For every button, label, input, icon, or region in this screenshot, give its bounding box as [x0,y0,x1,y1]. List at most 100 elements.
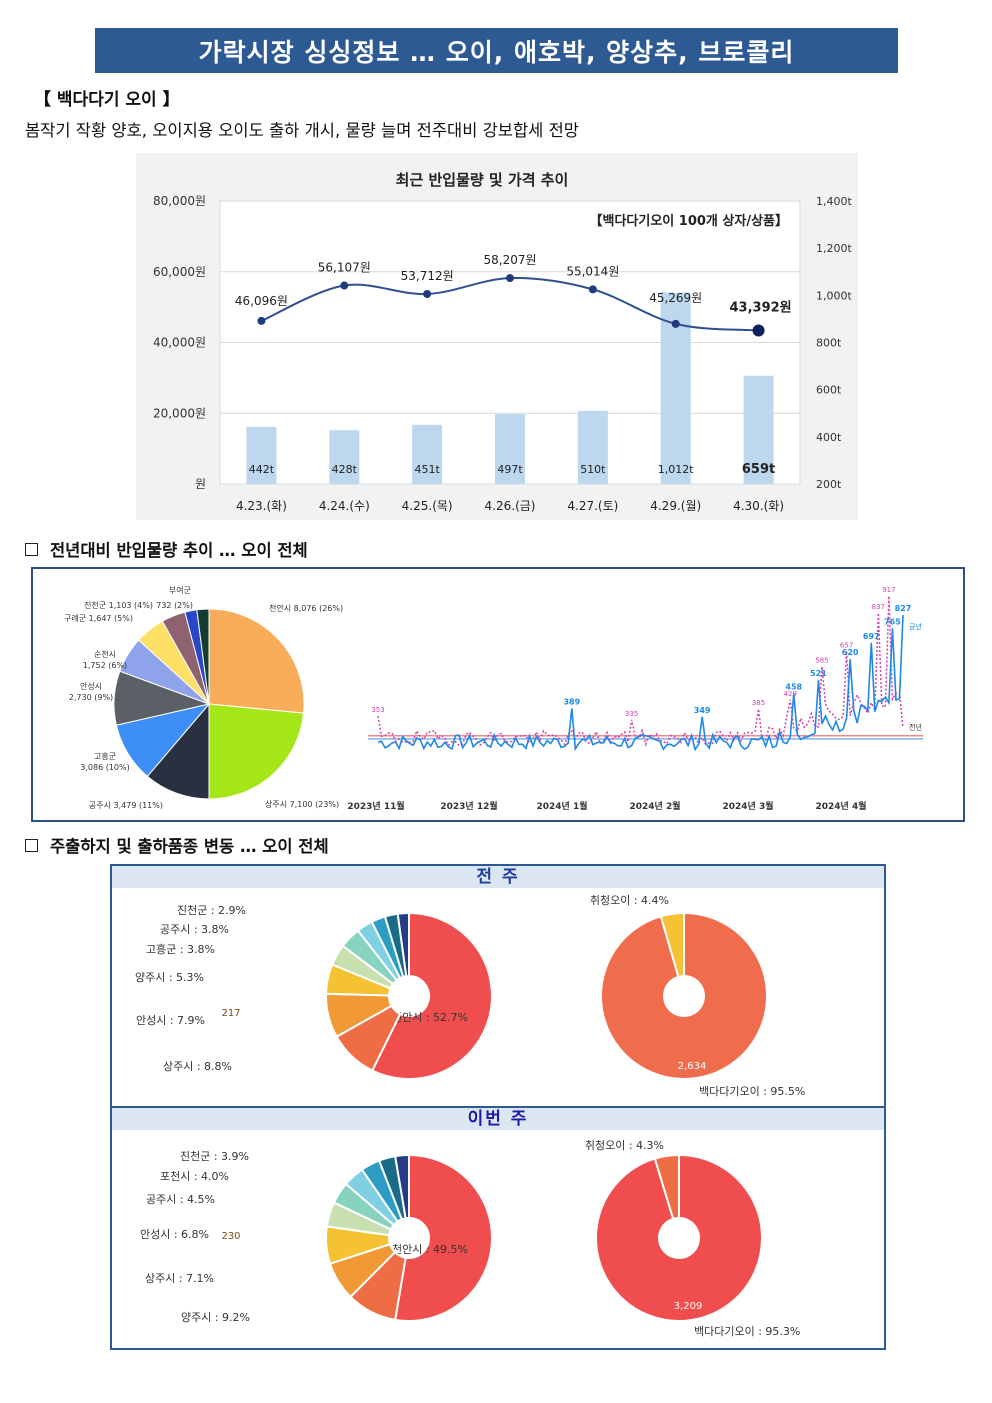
volume-label: 428t [332,463,358,476]
donut-value: 2,634 [678,1061,707,1072]
volume-bar [743,375,774,484]
trend-peak-label: 458 [785,683,802,692]
trend-peak-label: 349 [694,706,711,715]
price-label: 46,096원 [235,294,288,308]
donut-slice [394,1153,410,1220]
trend-peak-label: 620 [842,648,859,657]
shipping-heading: 주출하지 및 출하품종 변동 … 오이 전체 [25,833,329,857]
trend-x-label: 2024년 1월 [536,800,587,812]
donut-label: 안성시 : 7.9% [136,1014,205,1027]
donut-label: 상주시 : 8.8% [163,1060,232,1073]
left-axis-tick: 60,000원 [153,265,206,279]
donut-slice [600,911,768,1080]
volume-label: 497t [497,463,523,476]
donut-value: 310 [253,1289,272,1300]
pie-label: 부여군 [169,585,191,595]
donut-label: 상주시 : 7.1% [145,1272,214,1285]
category-label: 4.26.(금) [485,499,536,513]
right-axis-tick: 200t [816,478,842,491]
trend-peak-label: 335 [625,710,638,718]
left-axis-tick: 원 [195,477,206,491]
trend-x-label: 2024년 4월 [815,800,866,812]
trend-peak-label: 585 [815,657,828,665]
pie-label-name: 안성시 [80,681,102,691]
donut-label: 고흥군 : 3.8% [146,942,215,956]
pie-label-value: 3,086 (10%) [80,763,129,772]
donut-label: 양주시 : 9.2% [181,1311,250,1324]
price-point [506,274,514,283]
page-title: 가락시장 싱싱정보 … 오이, 애호박, 양상추, 브로콜리 [95,28,898,73]
category-label: 4.29.(월) [650,499,701,513]
pie-slice [196,608,210,705]
trend-line-this-year [377,615,904,752]
right-axis-tick: 1,000t [816,289,852,302]
donut-slice [370,911,493,1080]
volume-bar [329,430,360,484]
pie-label: 구례군 1,647 (5%) [64,613,133,623]
trend-peak-label: 521 [810,669,827,678]
category-label: 4.25.(목) [402,499,453,513]
left-axis-tick: 80,000원 [153,194,206,208]
price-label: 45,269원 [649,291,702,305]
donut-slice [659,911,685,979]
price-label: 58,207원 [483,253,536,267]
price-label: 55,014원 [566,264,619,278]
volume-label: 510t [580,463,606,476]
volume-bar [412,424,443,484]
pie-label: 732 (2%) [156,601,193,610]
price-point [671,319,680,328]
volume-label: 442t [249,463,275,476]
donut-label: 천안시 : 49.5% [392,1242,468,1256]
donut-value: 3,209 [674,1301,703,1312]
donut-label: 진천군 : 3.9% [180,1149,249,1163]
category-label: 4.27.(토) [567,499,618,513]
donut-label: 취청오이 : 4.4% [590,894,669,907]
trend-peak-label: 827 [895,604,912,613]
donut-label: 양주시 : 5.3% [135,971,204,984]
right-axis-tick: 800t [816,337,842,350]
donut-slice [396,911,410,978]
donut-value: 243 [241,1040,260,1051]
donut-slice [595,1153,763,1322]
trend-x-label: 2023년 11월 [347,800,404,812]
pie-label: 공주시 3,479 (11%) [89,801,163,810]
volume-trend-heading-text: 전년대비 반입물량 추이 … 오이 전체 [50,541,308,560]
pie-label: 상주시 7,100 (23%) [265,799,339,809]
price-volume-chart: 최근 반입물량 및 가격 추이 원 20,000원 40,000원 60,000원 80,… [136,153,858,520]
pie-label-name: 순천시 [94,649,116,659]
price-label: 43,392원 [730,301,792,316]
right-axis-tick: 1,200t [816,242,852,255]
category-label: 4.24.(수) [319,499,370,513]
pie-slice [208,703,305,800]
summary-text: 봄작기 작황 양호, 오이지용 오이도 출하 개시, 물량 늘며 전주대비 강보… [25,121,579,140]
volume-label: 659t [742,462,775,477]
price-label: 53,712원 [401,269,454,283]
trend-peak-label: 765 [884,617,901,626]
donut-slice [394,1153,493,1322]
volume-trend-panel: 천안시 8,076 (26%) 상주시 7,100 (23%) 공주시 3,479 … [31,567,965,822]
price-point [752,324,765,337]
pie-label: 진천군 1,103 (4%) [84,600,153,610]
pie-slice [208,608,305,714]
price-point [588,285,597,294]
trend-line-prev-year [377,595,904,747]
trend-peak-label: 353 [371,706,384,714]
donut-label: 백다다기오이 : 95.5% [699,1085,805,1098]
region-pie-and-trend-svg: 천안시 8,076 (26%) 상주시 7,100 (23%) 공주시 3,479 … [64,585,923,812]
volume-label: 451t [414,463,440,476]
price-point [257,316,266,325]
section-heading: 【 백다다기 오이 】 [34,90,180,110]
price-point [340,281,349,290]
pie-label-name: 고흥군 [94,751,116,761]
right-axis-tick: 400t [816,431,842,444]
donut-label: 진천군 : 2.9% [177,903,246,917]
shipping-heading-text: 주출하지 및 출하품종 변동 … 오이 전체 [50,837,329,856]
trend-peak-label: 697 [863,632,880,641]
volume-bar [246,426,277,484]
price-volume-chart-svg: 최근 반입물량 및 가격 추이원 20,000원 40,000원 60,000원 80,… [153,171,853,513]
trend-peak-label: 837 [872,603,885,611]
donut-label: 취청오이 : 4.3% [585,1139,664,1152]
donut-slice [653,1153,680,1221]
